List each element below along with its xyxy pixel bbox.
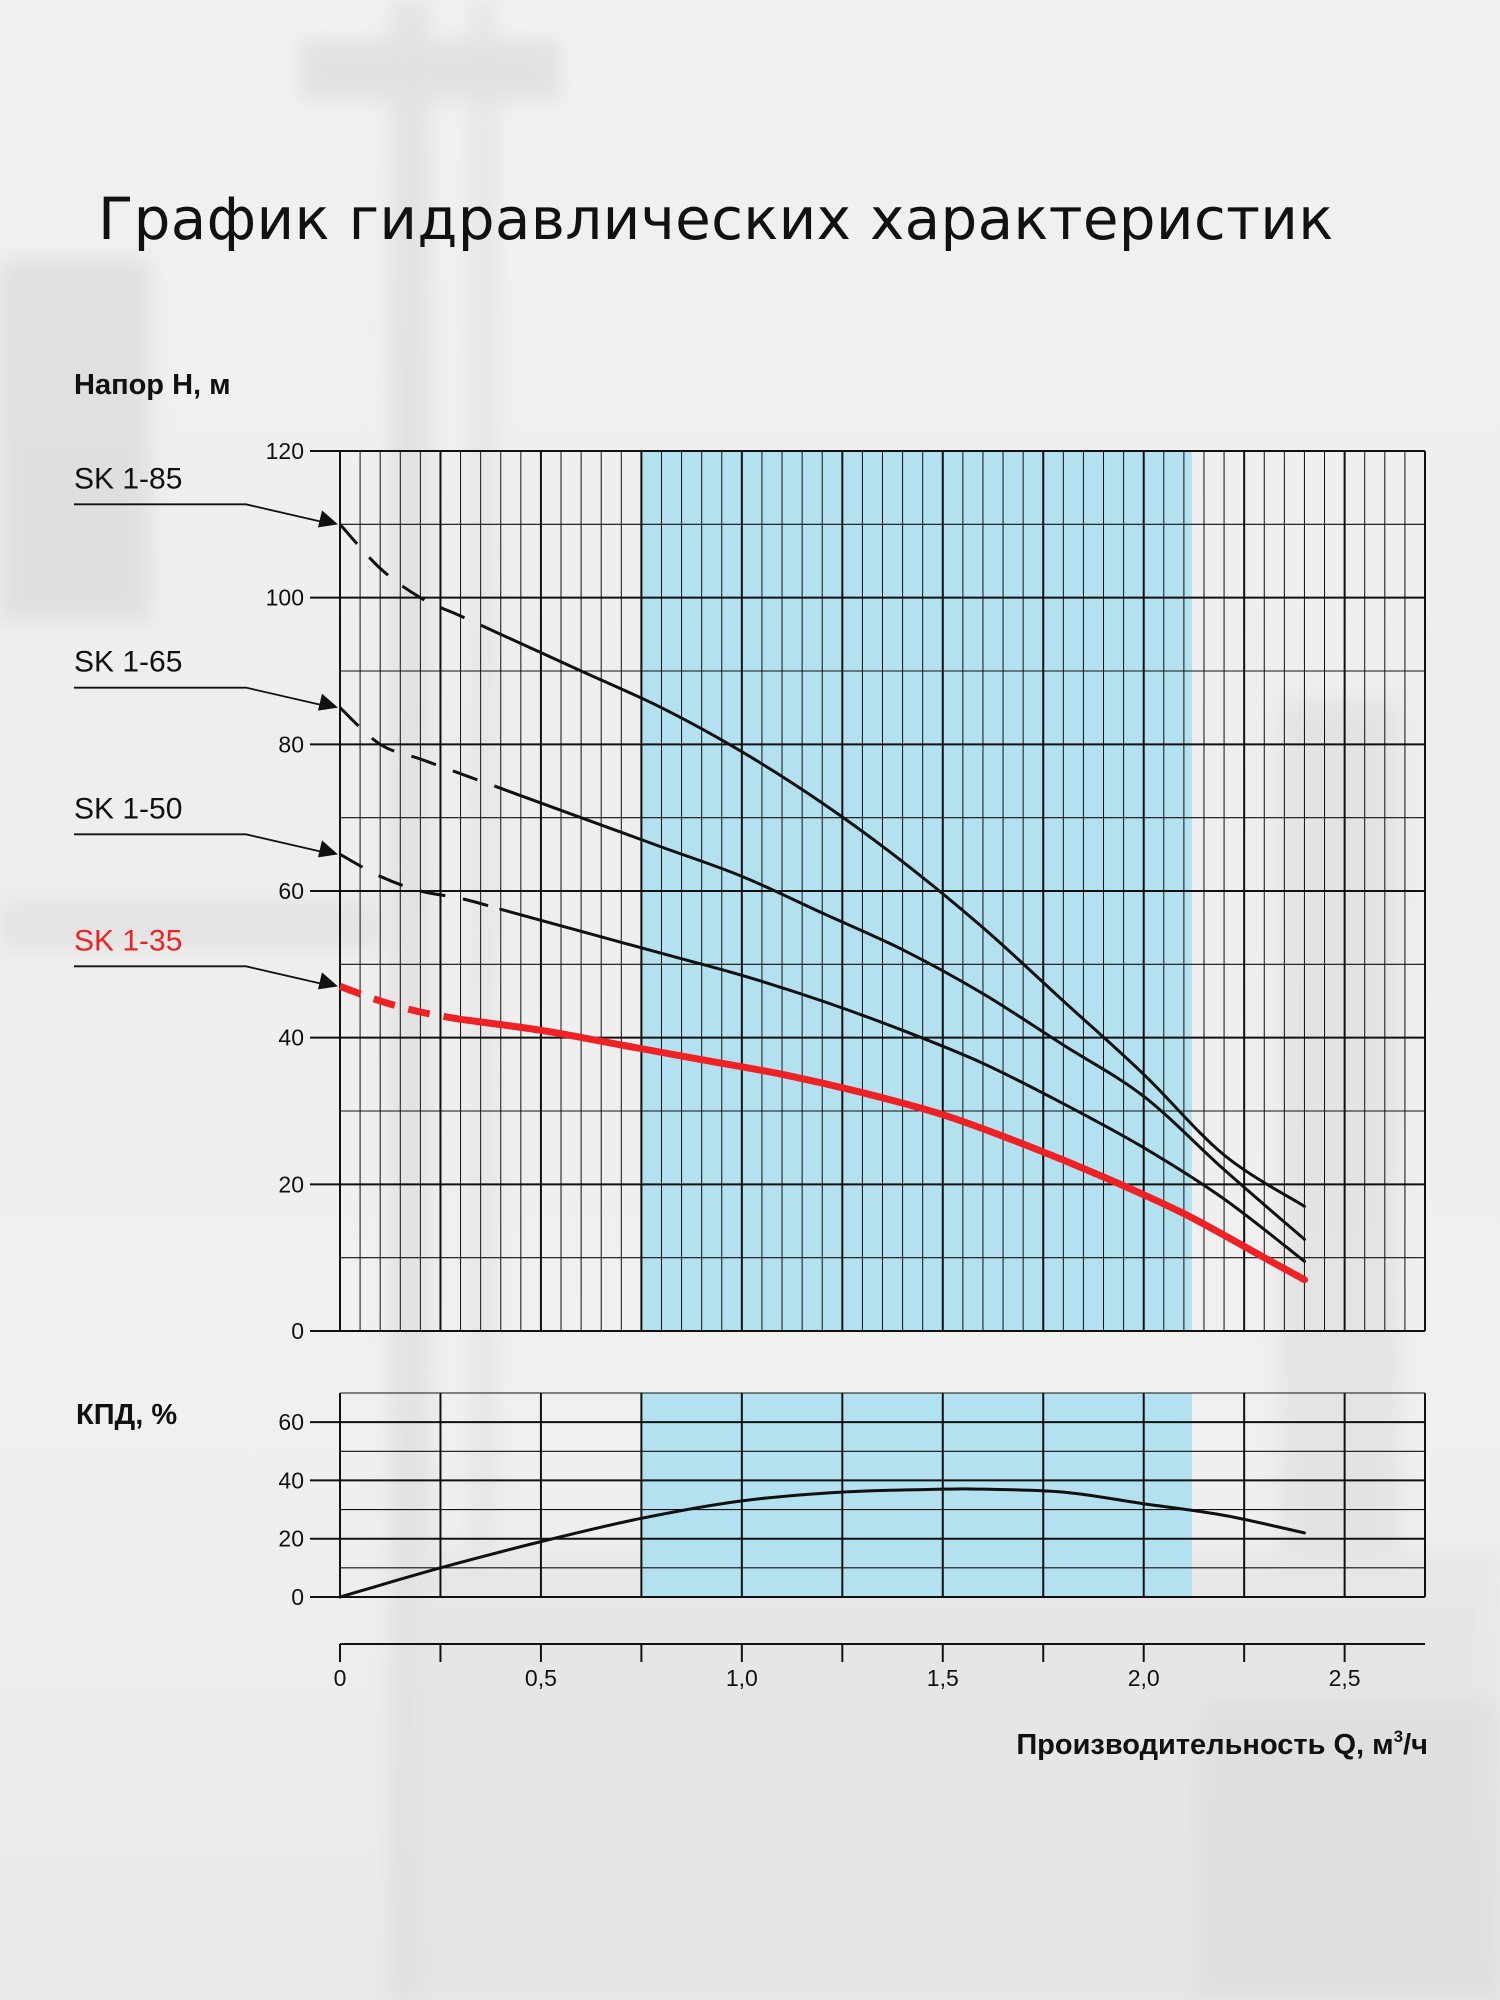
eff-y-tick-label: 60 [278, 1409, 304, 1435]
x-tick-label: 2,5 [1329, 1665, 1361, 1691]
curve-sk-1-50 [499, 907, 1306, 1263]
head-grid [310, 450, 1426, 1332]
efficiency-axis-title: КПД, % [76, 1399, 177, 1431]
curve-labels: SK 1-85 SK 1-65 SK 1-50 SK 1-35 [74, 462, 338, 990]
arrow-head-icon [318, 972, 338, 990]
efficiency-chart-panel: 0 20 40 60 [278, 1392, 1426, 1610]
curve-label-sk-1-85: SK 1-85 [74, 462, 182, 495]
efficiency-y-ticks: 0 20 40 60 [278, 1409, 304, 1610]
efficiency-curve [338, 1487, 1306, 1599]
efficiency-operating-range [641, 1393, 1192, 1597]
head-y-tick-label: 100 [266, 585, 304, 611]
eff-y-tick-label: 40 [278, 1467, 304, 1493]
head-axis-title: Напор Н, м [74, 369, 231, 401]
curve-label-leader [74, 503, 321, 523]
x-tick-label: 1,0 [726, 1665, 758, 1691]
curve-sk-1-85-dashed [338, 523, 502, 636]
head-y-ticks: 0 20 40 60 80 100 120 [266, 438, 304, 1344]
curve-sk-1-35 [457, 1015, 1308, 1284]
curve-sk-1-35-dashed [338, 983, 462, 1023]
curve-sk-1-65-dashed [338, 706, 502, 790]
head-y-tick-label: 120 [266, 438, 304, 464]
efficiency-line [338, 1487, 1306, 1599]
page-title: График гидравлических характеристик [98, 185, 1334, 253]
curve-label-leader [74, 833, 321, 853]
x-tick-label: 1,5 [927, 1665, 959, 1691]
head-y-tick-label: 40 [278, 1025, 304, 1051]
curve-sk-1-85 [499, 632, 1306, 1208]
head-curves [338, 523, 1308, 1284]
head-y-tick-label: 0 [291, 1318, 304, 1344]
arrow-head-icon [318, 693, 338, 711]
head-y-tick-label: 20 [278, 1171, 304, 1197]
curve-label-sk-1-65: SK 1-65 [74, 646, 182, 679]
eff-y-tick-label: 20 [278, 1526, 304, 1552]
curve-label-leader [74, 686, 321, 706]
curve-sk-1-65 [499, 786, 1306, 1241]
eff-y-tick-label: 0 [291, 1584, 304, 1610]
x-tick-label: 0 [334, 1665, 347, 1691]
curve-sk-1-50-dashed [339, 853, 502, 911]
x-axis-title: Производительность Q, м3/ч [1016, 1727, 1428, 1761]
x-tick-label: 0,5 [525, 1665, 557, 1691]
curve-label-sk-1-35: SK 1-35 [74, 924, 182, 957]
x-tick-label: 2,0 [1128, 1665, 1160, 1691]
arrow-head-icon [318, 840, 338, 858]
head-y-tick-label: 60 [278, 878, 304, 904]
head-y-tick-label: 80 [278, 731, 304, 757]
x-axis: 0 0,5 1,0 1,5 2,0 2,5 [334, 1643, 1425, 1691]
arrow-head-icon [318, 510, 338, 528]
curve-label-leader [74, 965, 321, 985]
curve-label-sk-1-50: SK 1-50 [74, 792, 182, 825]
efficiency-grid [310, 1392, 1426, 1598]
